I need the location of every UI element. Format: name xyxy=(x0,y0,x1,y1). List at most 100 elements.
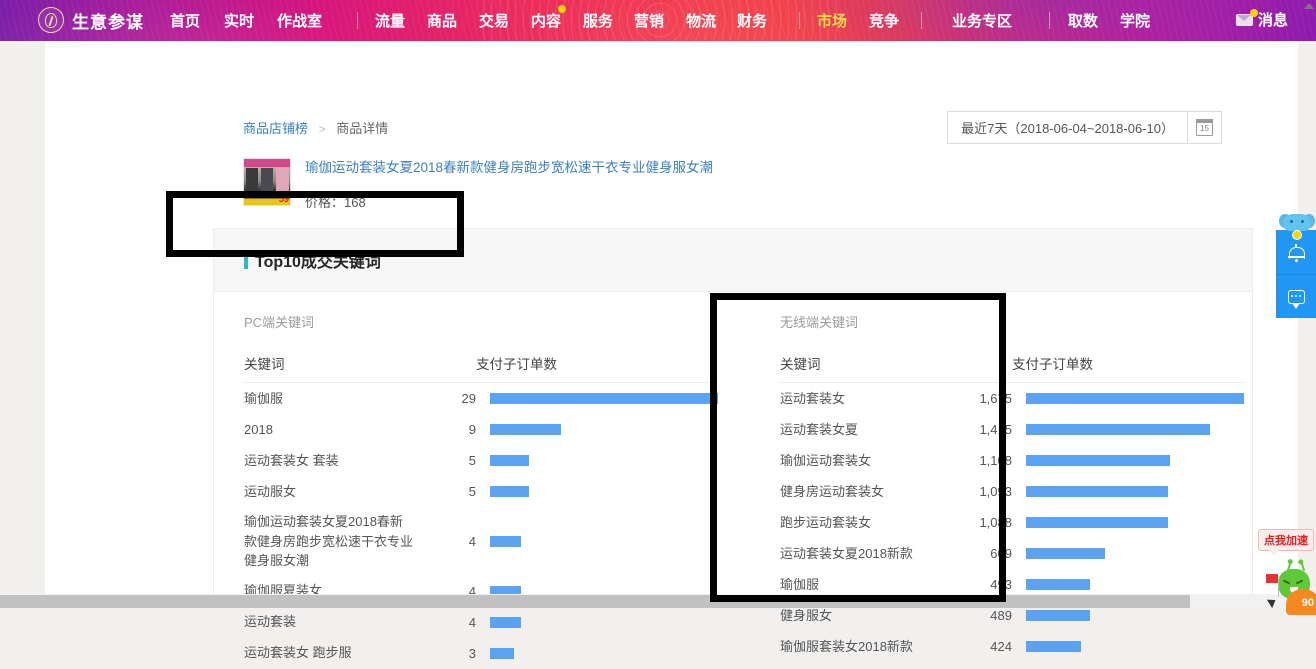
bar-cell xyxy=(1012,517,1244,528)
table-row[interactable]: 瑜伽服套装女2018新款 424 xyxy=(780,631,1244,662)
bar xyxy=(1026,486,1169,497)
bar xyxy=(490,647,514,659)
table-row[interactable]: 运动服女 5 xyxy=(244,476,718,507)
breadcrumb-root-link[interactable]: 商品店铺榜 xyxy=(243,121,309,136)
card-header: Top10成交关键词 xyxy=(214,229,1252,292)
table-row[interactable]: 瑜伽服 29 xyxy=(244,383,718,414)
mouse-cursor xyxy=(1266,595,1279,609)
mobile-keywords-column: 无线端关键词 关键词 支付子订单数 运动套装女 1,675 运动套装女夏 1,415 瑜… xyxy=(748,312,1274,669)
table-row[interactable]: 瑜伽运动套装女夏2018春新款健身房跑步宽松速干衣专业健身服女潮 4 xyxy=(244,507,718,576)
scroll-up-arrow[interactable] xyxy=(1304,3,1314,9)
nav-item-11[interactable]: 市场 xyxy=(817,13,848,30)
bar-cell xyxy=(476,585,718,597)
order-count-cell: 9 xyxy=(468,422,476,437)
table-row[interactable]: 运动套装女夏2018新款 609 xyxy=(780,538,1244,569)
keyword-cell: 健身房运动套装女 xyxy=(780,483,885,499)
bar-cell xyxy=(476,647,718,659)
table-row[interactable]: 运动套装女 1,675 xyxy=(780,383,1244,414)
order-count-cell: 489 xyxy=(990,608,1012,623)
brand-logo-group[interactable]: 生意参谋 xyxy=(38,7,144,33)
calendar-icon-day: 15 xyxy=(1200,124,1209,133)
breadcrumb: 商品店铺榜 > 商品详情 xyxy=(243,118,388,137)
pc-keywords-column: PC端关键词 关键词 支付子订单数 瑜伽服 29 2018 9 运动套装女 套装 5 运动服… xyxy=(214,312,748,669)
order-count-cell: 29 xyxy=(461,391,476,406)
order-count-cell: 1,675 xyxy=(979,391,1012,406)
table-row[interactable]: 运动套装女 套装 5 xyxy=(244,445,718,476)
mascot-flag-icon xyxy=(1266,574,1278,583)
feedback-chat-button[interactable] xyxy=(1276,274,1316,318)
table-row[interactable]: 运动套装女 跑步服 3 xyxy=(244,638,718,669)
table-row[interactable]: 跑步运动套装女 1,088 xyxy=(780,507,1244,538)
table-row[interactable]: 瑜伽服 493 xyxy=(780,569,1244,600)
order-count-cell: 424 xyxy=(990,639,1012,654)
pc-col-orders: 支付子订单数 xyxy=(476,357,557,372)
brand-name: 生意参谋 xyxy=(72,12,144,32)
nav-item-15[interactable]: 学院 xyxy=(1120,13,1151,30)
horizontal-scrollbar-thumb[interactable] xyxy=(0,595,1190,608)
nav-item-4[interactable]: 商品 xyxy=(427,13,458,30)
message-label: 消息 xyxy=(1257,12,1288,29)
score-value: 90 xyxy=(1301,597,1314,609)
table-row[interactable]: 运动套装女夏 1,415 xyxy=(780,414,1244,445)
keyword-cell: 运动套装女 跑步服 xyxy=(244,645,352,661)
card-title: Top10成交关键词 xyxy=(255,254,381,271)
top10-keywords-card: Top10成交关键词 PC端关键词 关键词 支付子订单数 瑜伽服 29 2018 9 运… xyxy=(213,228,1253,661)
table-row[interactable]: 运动套装 4 xyxy=(244,607,718,638)
date-range-picker[interactable]: 最近7天（2018-06-04~2018-06-10） 15 xyxy=(947,111,1222,144)
nav-item-12[interactable]: 竞争 xyxy=(869,13,900,30)
bar-cell xyxy=(1012,610,1244,621)
bar xyxy=(1026,393,1244,404)
nav-separator-3 xyxy=(1049,12,1050,29)
pc-table-header: 关键词 支付子订单数 xyxy=(244,353,718,383)
nav-item-9[interactable]: 物流 xyxy=(686,13,717,30)
keyword-cell: 瑜伽运动套装女夏2018春新款健身房跑步宽松速干衣专业健身服女潮 xyxy=(244,514,414,568)
horizontal-scrollbar[interactable] xyxy=(0,594,1316,609)
accelerate-bubble-label[interactable]: 点我加速 xyxy=(1258,529,1314,556)
breadcrumb-current: 商品详情 xyxy=(336,121,389,136)
calendar-icon: 15 xyxy=(1195,118,1213,136)
pc-keywords-table: 关键词 支付子订单数 瑜伽服 29 2018 9 运动套装女 套装 5 运动服女 5 瑜伽运动套… xyxy=(244,353,718,669)
bar-cell xyxy=(1012,579,1244,590)
date-range-value: 最近7天（2018-06-04~2018-06-10） xyxy=(961,121,1174,136)
product-title-link[interactable]: 瑜伽运动套装女夏2018春新款健身房跑步宽松速干衣专业健身服女潮 xyxy=(305,160,714,175)
keyword-cell: 瑜伽服 xyxy=(780,576,820,592)
bar xyxy=(490,424,561,435)
calendar-button[interactable]: 15 xyxy=(1187,112,1221,143)
accelerate-mascot[interactable]: 点我加速 90 xyxy=(1250,525,1316,615)
message-button[interactable]: 消息 xyxy=(1235,8,1288,30)
page-body: 商品店铺榜 > 商品详情 59 瑜伽运动套装女夏2018春新款健身房跑步宽松速干… xyxy=(0,41,1316,661)
mobile-keywords-subtitle: 无线端关键词 xyxy=(780,315,859,330)
table-row[interactable]: 瑜伽运动套装女 1,108 xyxy=(780,445,1244,476)
nav-item-7[interactable]: 服务 xyxy=(583,13,614,30)
table-row[interactable]: 健身房运动套装女 1,093 xyxy=(780,476,1244,507)
nav-item-3[interactable]: 流量 xyxy=(375,13,406,30)
bar xyxy=(1026,548,1106,559)
nav-item-6[interactable]: 内容 xyxy=(531,5,567,31)
bar xyxy=(490,585,522,597)
bar xyxy=(1026,517,1168,528)
breadcrumb-separator: > xyxy=(318,122,326,136)
product-thumbnail[interactable]: 59 xyxy=(243,158,291,206)
keyword-cell: 运动套装女夏 xyxy=(780,421,859,437)
order-count-cell: 4 xyxy=(468,583,476,599)
nav-item-8[interactable]: 营销 xyxy=(634,13,665,30)
bar-cell xyxy=(476,535,718,547)
nav-item-13[interactable]: 业务专区 xyxy=(952,13,1013,30)
nav-item-14[interactable]: 取数 xyxy=(1068,13,1099,30)
nav-item-1[interactable]: 实时 xyxy=(224,13,255,30)
order-count-cell: 5 xyxy=(468,484,476,499)
nav-item-5[interactable]: 交易 xyxy=(479,13,510,30)
bar xyxy=(1026,424,1211,435)
order-count-cell: 4 xyxy=(468,533,476,549)
mobile-col-keyword: 关键词 xyxy=(780,357,821,372)
bar xyxy=(1026,610,1090,621)
bar xyxy=(490,486,530,497)
table-row[interactable]: 2018 9 xyxy=(244,414,718,445)
nav-item-2[interactable]: 作战室 xyxy=(277,13,323,30)
bar xyxy=(490,393,718,404)
keyword-cell: 运动套装女夏2018新款 xyxy=(780,545,913,561)
bar xyxy=(490,455,530,466)
order-count-cell: 4 xyxy=(468,614,476,630)
nav-item-10[interactable]: 财务 xyxy=(737,13,768,30)
nav-item-0[interactable]: 首页 xyxy=(170,13,201,30)
